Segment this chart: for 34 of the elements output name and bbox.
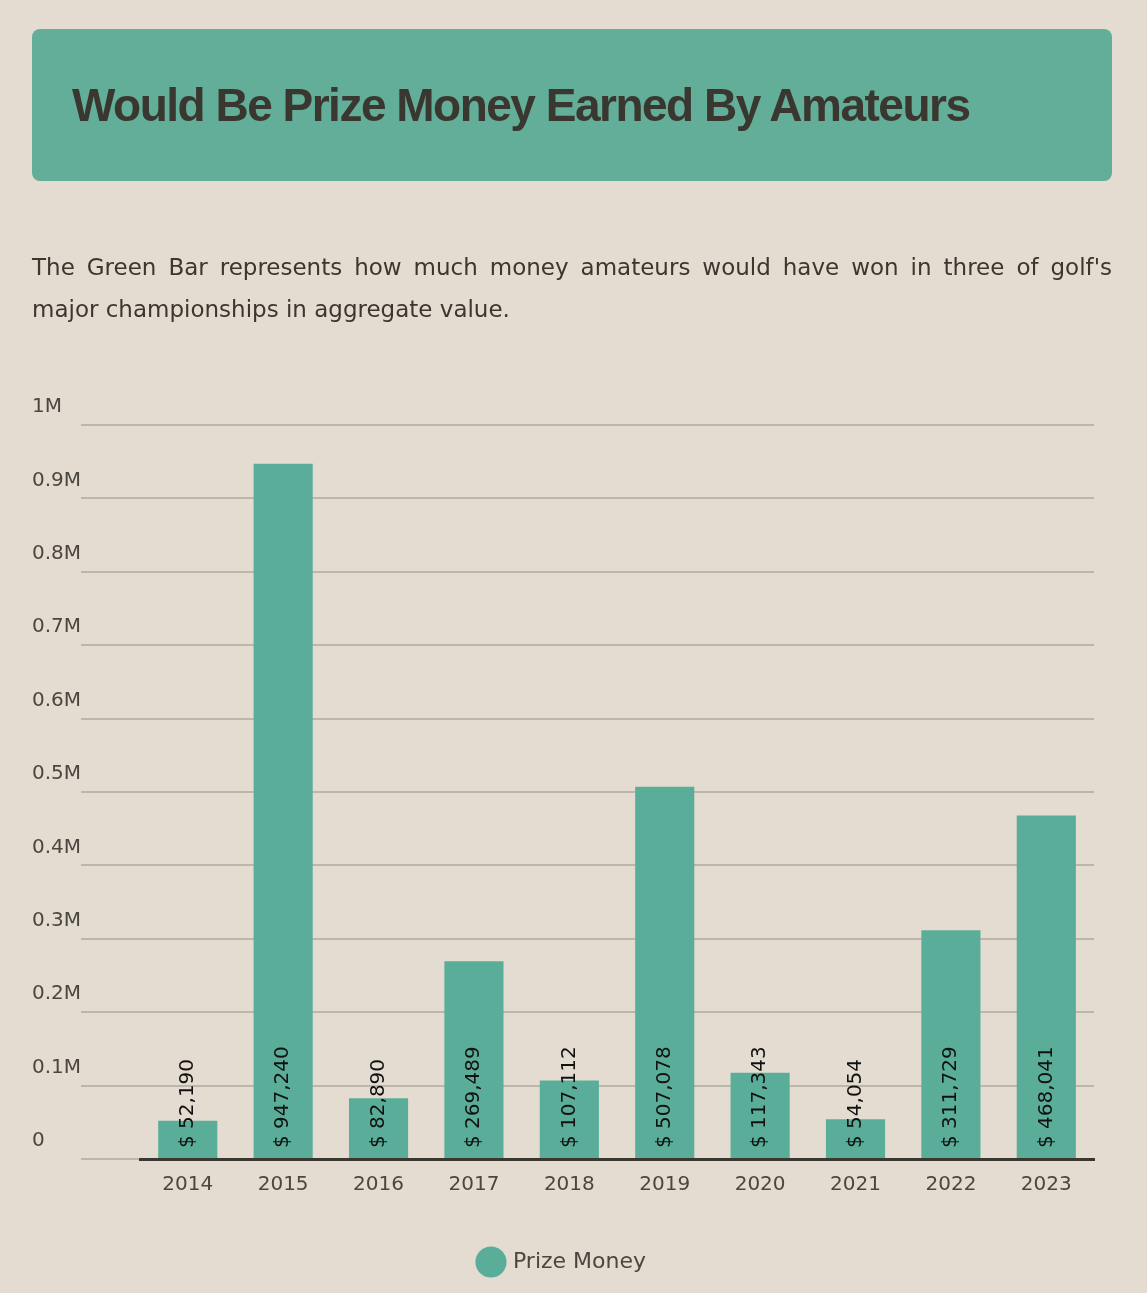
text: $ 117,343 [746, 1046, 771, 1148]
x-tick-label: 2019 [639, 1171, 691, 1196]
y-tick-label: 0.1M [32, 1053, 82, 1078]
text: $ 311,729 [937, 1046, 962, 1148]
chart-subtitle: The Green Bar represents how much money amateurs would have won in three of golf's major championships in aggregate value. [32, 253, 1112, 324]
x-tick-label: 2023 [1020, 1171, 1072, 1196]
text: $ 82,890 [364, 1058, 389, 1148]
text: $ 107,112 [555, 1046, 580, 1148]
y-tick-label: 0.9M [32, 466, 82, 491]
text: $ 54,054 [841, 1058, 866, 1148]
y-tick-label: 0.2M [32, 980, 82, 1005]
y-tick-label: 0.4M [32, 833, 82, 858]
text: $ 468,041 [1032, 1046, 1057, 1148]
x-tick-label: 2014 [162, 1171, 214, 1196]
legend-label: Prize Money [512, 1247, 647, 1273]
chart-title: Would Be Prize Money Earned By Amateurs [72, 78, 970, 132]
text: $ 947,240 [269, 1046, 294, 1148]
text: $ 507,078 [650, 1046, 675, 1148]
text: $ 269,489 [460, 1046, 485, 1148]
y-tick-label: 0.7M [32, 613, 82, 638]
x-tick-label: 2021 [830, 1171, 881, 1196]
x-tick-label: 2015 [257, 1171, 309, 1196]
text: $ 52,190 [173, 1058, 198, 1148]
y-tick-label: 1M [32, 393, 62, 418]
y-tick-label: 0.5M [32, 760, 82, 785]
x-tick-label: 2020 [734, 1171, 786, 1196]
y-tick-label: 0.3M [32, 907, 82, 931]
x-tick-label: 2018 [543, 1171, 595, 1196]
x-tick-label: 2022 [925, 1171, 977, 1196]
x-tick-label: 2017 [448, 1171, 500, 1196]
y-tick-label: 0.6M [32, 686, 82, 711]
y-tick-label: 0 [32, 1127, 45, 1152]
x-tick-label: 2016 [353, 1171, 404, 1196]
y-tick-label: 0.8M [32, 540, 82, 564]
